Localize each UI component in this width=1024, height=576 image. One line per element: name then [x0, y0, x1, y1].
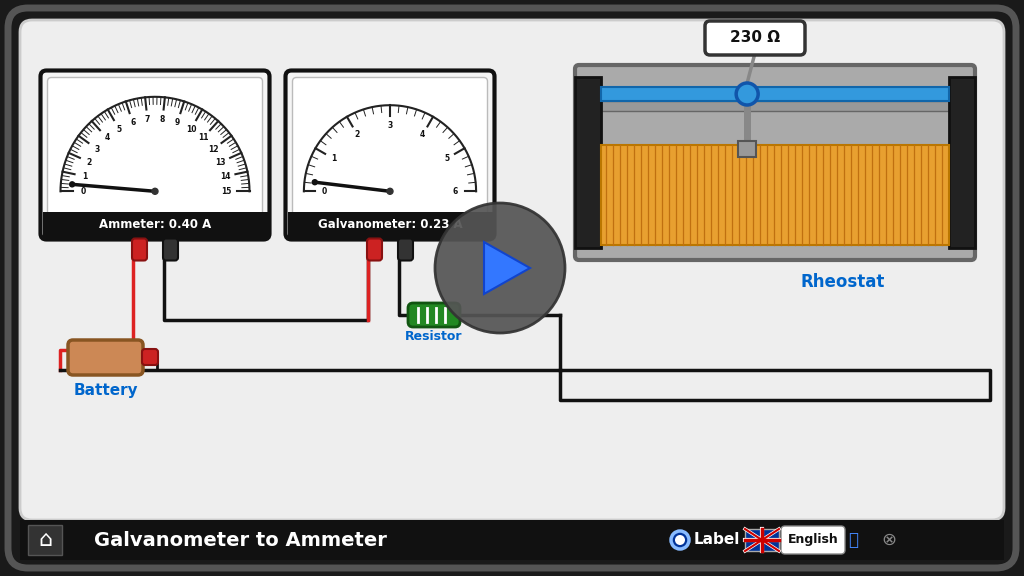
Bar	[575, 77, 601, 248]
Text: 3: 3	[94, 145, 99, 154]
Text: 6: 6	[130, 119, 135, 127]
Text: 2: 2	[87, 158, 92, 166]
Text: 13: 13	[215, 158, 226, 166]
Circle shape	[736, 83, 758, 105]
Text: 1: 1	[82, 172, 87, 181]
Circle shape	[671, 531, 689, 549]
Bar	[745, 529, 779, 551]
FancyBboxPatch shape	[705, 21, 805, 55]
Circle shape	[435, 203, 565, 333]
Text: Label: Label	[694, 532, 740, 548]
Bar	[601, 87, 949, 101]
FancyBboxPatch shape	[142, 349, 158, 365]
Text: 7: 7	[144, 115, 151, 124]
Text: ⛶: ⛶	[848, 531, 858, 549]
Bar	[20, 520, 1004, 560]
Circle shape	[675, 535, 685, 545]
FancyBboxPatch shape	[132, 238, 147, 260]
Text: 0: 0	[322, 187, 328, 196]
FancyBboxPatch shape	[408, 303, 460, 327]
Bar	[288, 211, 493, 237]
Text: 1: 1	[331, 154, 336, 163]
FancyBboxPatch shape	[781, 526, 845, 554]
Circle shape	[312, 180, 317, 185]
Text: 4: 4	[420, 130, 425, 139]
Text: Galvanometer to Ammeter: Galvanometer to Ammeter	[93, 530, 386, 550]
Text: 5: 5	[117, 124, 122, 134]
FancyBboxPatch shape	[41, 70, 269, 240]
Circle shape	[70, 182, 75, 187]
Text: 5: 5	[444, 154, 450, 163]
Bar	[43, 211, 267, 237]
Text: 2: 2	[354, 130, 359, 139]
FancyBboxPatch shape	[47, 78, 262, 233]
Text: English: English	[787, 533, 839, 547]
Text: ⊗: ⊗	[882, 531, 897, 549]
Text: 10: 10	[185, 124, 197, 134]
Bar	[601, 145, 949, 245]
FancyBboxPatch shape	[398, 238, 413, 260]
Text: 9: 9	[174, 119, 180, 127]
FancyBboxPatch shape	[575, 65, 975, 260]
Bar	[601, 101, 949, 111]
Text: 11: 11	[198, 134, 208, 142]
Text: 4: 4	[104, 134, 110, 142]
FancyBboxPatch shape	[367, 238, 382, 260]
FancyBboxPatch shape	[20, 20, 1004, 520]
Text: 8: 8	[160, 115, 165, 124]
Text: 6: 6	[453, 187, 458, 196]
FancyBboxPatch shape	[286, 70, 495, 240]
Polygon shape	[484, 242, 530, 294]
Text: ⌂: ⌂	[38, 530, 52, 550]
FancyBboxPatch shape	[8, 8, 1016, 568]
Bar	[28, 525, 62, 555]
Text: Resistor: Resistor	[406, 331, 463, 343]
Circle shape	[152, 188, 158, 194]
Bar	[738, 141, 756, 157]
Bar	[949, 77, 975, 248]
Text: 14: 14	[220, 172, 230, 181]
Text: 15: 15	[221, 187, 232, 196]
FancyBboxPatch shape	[163, 238, 178, 260]
Text: 230 Ω: 230 Ω	[730, 31, 780, 46]
Text: Ammeter: 0.40 A: Ammeter: 0.40 A	[99, 218, 211, 231]
Circle shape	[387, 188, 393, 194]
Text: Galvanometer: 0.23 A: Galvanometer: 0.23 A	[317, 218, 462, 231]
FancyBboxPatch shape	[68, 340, 143, 375]
Text: Battery: Battery	[73, 384, 138, 399]
Text: 0: 0	[81, 187, 86, 196]
Text: 12: 12	[208, 145, 218, 154]
FancyBboxPatch shape	[293, 78, 487, 233]
Text: Rheostat: Rheostat	[801, 273, 885, 291]
Text: 3: 3	[387, 122, 392, 130]
